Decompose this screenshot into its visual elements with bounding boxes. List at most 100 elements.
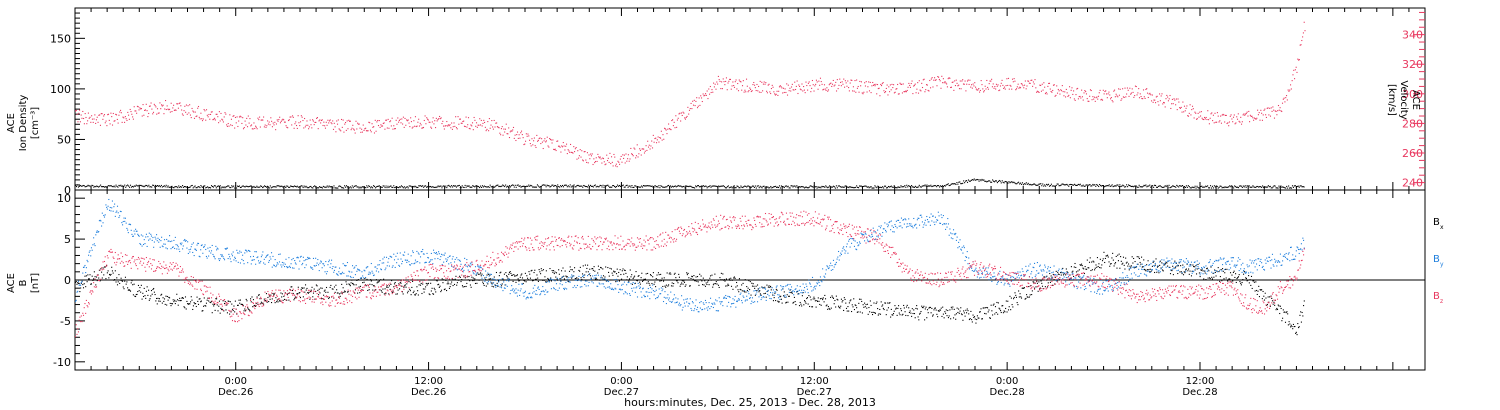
data-point — [77, 282, 79, 284]
data-point — [302, 287, 304, 289]
data-point — [1164, 106, 1166, 108]
data-point — [92, 185, 94, 187]
data-point — [569, 184, 571, 186]
data-point — [919, 186, 921, 188]
data-point — [627, 186, 629, 188]
data-point — [235, 122, 237, 124]
data-point — [442, 282, 444, 284]
data-point — [996, 301, 998, 304]
data-point — [317, 289, 319, 291]
data-point — [473, 116, 475, 119]
data-point — [783, 186, 785, 189]
data-point — [491, 285, 493, 287]
data-point — [527, 277, 529, 279]
data-point — [148, 289, 150, 291]
data-point — [383, 185, 385, 187]
data-point — [946, 86, 948, 88]
data-point — [1082, 184, 1084, 186]
data-point — [435, 186, 437, 188]
data-point — [1053, 279, 1055, 281]
data-point — [230, 124, 232, 126]
data-point — [173, 301, 175, 303]
data-point — [908, 185, 910, 187]
data-point — [1070, 89, 1072, 91]
data-point — [154, 105, 156, 107]
data-point — [1294, 69, 1296, 71]
data-point — [1086, 98, 1088, 100]
data-point — [378, 280, 380, 282]
data-point — [1072, 270, 1074, 272]
data-point — [1142, 185, 1144, 188]
data-point — [570, 143, 572, 145]
data-point — [243, 186, 245, 188]
data-point — [1223, 187, 1225, 189]
data-point — [916, 305, 918, 307]
data-point — [1054, 283, 1056, 285]
data-point — [557, 140, 559, 142]
data-point — [836, 79, 838, 81]
data-point — [80, 185, 82, 187]
data-point — [624, 162, 626, 164]
data-point — [1249, 114, 1251, 116]
data-point — [840, 186, 842, 188]
data-point — [937, 76, 939, 78]
data-point — [481, 125, 483, 127]
data-point — [272, 292, 274, 295]
data-point — [880, 83, 882, 86]
data-point — [303, 185, 305, 187]
data-point — [554, 148, 556, 150]
data-point — [212, 303, 214, 305]
data-point — [429, 121, 431, 123]
data-point — [1097, 265, 1099, 268]
data-point — [940, 185, 943, 188]
data-point — [782, 87, 785, 89]
data-point — [711, 185, 713, 187]
data-point — [343, 187, 345, 189]
data-point — [872, 311, 874, 313]
data-point — [370, 187, 372, 189]
data-point — [475, 274, 477, 276]
data-point — [598, 186, 600, 188]
data-point — [450, 283, 452, 285]
data-point — [905, 314, 907, 317]
data-point — [1205, 116, 1207, 119]
data-point — [514, 134, 516, 136]
data-point — [1237, 113, 1239, 115]
data-point — [1024, 80, 1026, 82]
data-point — [281, 293, 283, 295]
data-point — [647, 146, 650, 148]
data-point — [1028, 80, 1030, 82]
data-point — [172, 107, 174, 109]
data-point — [533, 140, 535, 142]
data-point — [702, 93, 704, 95]
data-point — [90, 247, 93, 249]
data-point — [709, 277, 711, 279]
data-point — [1281, 186, 1283, 188]
data-point — [87, 261, 89, 263]
data-point — [1258, 186, 1260, 188]
data-point — [513, 274, 515, 276]
data-point — [1123, 264, 1125, 266]
data-point — [325, 121, 327, 123]
data-point — [459, 275, 461, 277]
data-point — [490, 278, 492, 280]
data-point — [387, 286, 389, 289]
data-point — [174, 109, 176, 111]
data-point — [721, 185, 723, 187]
data-point — [945, 309, 947, 311]
data-point — [1015, 294, 1017, 296]
data-point — [805, 302, 807, 304]
data-point — [1190, 114, 1192, 116]
data-point — [260, 185, 262, 187]
data-point — [1011, 78, 1014, 80]
data-point — [1284, 187, 1286, 189]
data-point — [1076, 273, 1078, 275]
data-point — [880, 85, 883, 87]
data-point — [404, 285, 406, 287]
data-point — [438, 118, 440, 120]
data-point — [750, 88, 752, 90]
data-point — [630, 276, 632, 278]
data-point — [1111, 184, 1113, 186]
data-point — [613, 270, 615, 272]
